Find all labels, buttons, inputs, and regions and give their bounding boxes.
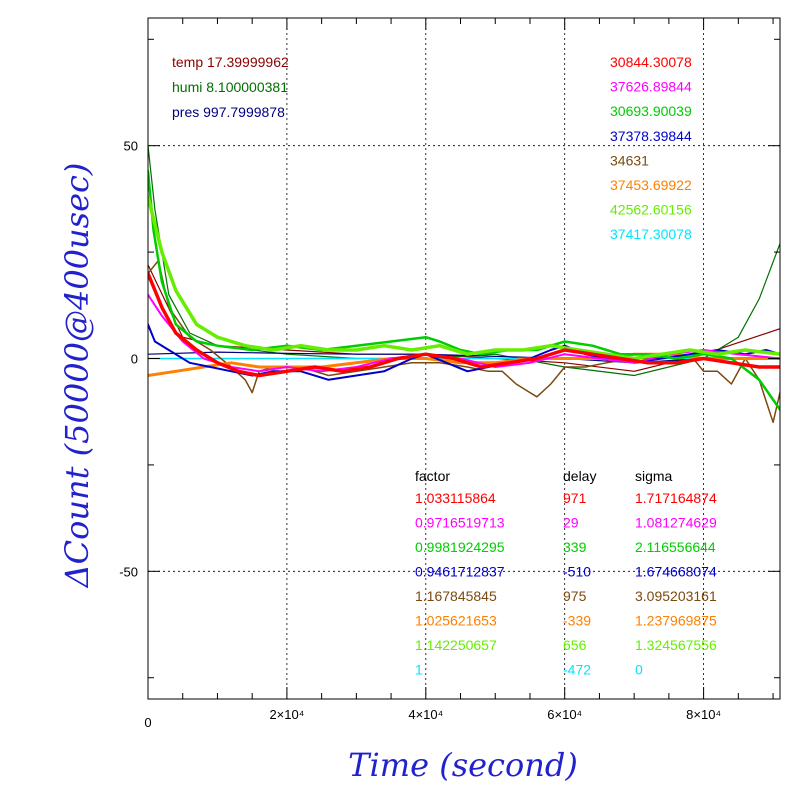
stats-sigma: 1.674668074	[635, 564, 717, 580]
env-label-pres: pres 997.7999878	[172, 104, 285, 120]
stats-factor: 1	[415, 662, 423, 678]
x-axis-title: Time (second)	[348, 746, 578, 784]
stats-delay: -510	[563, 564, 591, 580]
y-tick-label: 0	[131, 352, 138, 367]
x-tick-label: 4×10⁴	[408, 707, 443, 722]
mean-value: 37417.30078	[610, 226, 692, 242]
stats-factor: 1.025621653	[415, 613, 497, 629]
stats-delay: 971	[563, 490, 587, 506]
x-tick-label: 2×10⁴	[269, 707, 304, 722]
stats-table: factor delay sigma 1.033115864 971 1.71716487…	[415, 468, 717, 678]
stats-delay: -472	[563, 662, 591, 678]
stats-header-factor: factor	[415, 468, 450, 484]
x-tick-label: 8×10⁴	[686, 707, 721, 722]
y-axis-title: ΔCount (50000@400usec)	[58, 163, 96, 590]
axis-ticks	[148, 18, 780, 699]
series-line-8	[148, 169, 780, 411]
series-layer	[148, 145, 780, 424]
stats-sigma: 1.081274629	[635, 515, 717, 531]
stats-factor: 0.9461712837	[415, 564, 505, 580]
stats-delay: 29	[563, 515, 579, 531]
mean-value: 42562.60156	[610, 202, 692, 218]
stats-sigma: 1.324567556	[635, 637, 717, 653]
stats-sigma: 1.237969875	[635, 613, 717, 629]
series-line-10	[148, 271, 780, 378]
stats-sigma: 1.717164874	[635, 490, 717, 506]
env-label-temp: temp 17.39999962	[172, 54, 289, 70]
mean-value: 37453.69922	[610, 177, 692, 193]
mean-value: 30844.30078	[610, 54, 692, 70]
stats-factor: 0.9716519713	[415, 515, 505, 531]
stats-sigma: 3.095203161	[635, 588, 717, 604]
mean-value: 37626.89844	[610, 79, 692, 95]
stats-factor: 1.142250657	[415, 637, 497, 653]
mean-value: 34631	[610, 152, 649, 168]
stats-delay: 656	[563, 637, 587, 653]
y-tick-label: 50	[124, 139, 138, 154]
series-line-2	[148, 351, 780, 364]
env-annotations: temp 17.39999962 humi 8.100000381 pres 997…	[172, 54, 289, 120]
stats-header-sigma: sigma	[635, 468, 673, 484]
stats-delay: 975	[563, 588, 587, 604]
series-line-9	[148, 195, 780, 361]
stats-factor: 1.033115864	[415, 490, 496, 506]
stats-factor: 1.167845845	[415, 588, 497, 604]
x-tick-label: 0	[144, 715, 151, 730]
stats-header-delay: delay	[563, 468, 596, 484]
x-tick-label: 6×10⁴	[547, 707, 582, 722]
tick-labels: 0 2×10⁴ 4×10⁴ 6×10⁴ 8×10⁴ 50 0 -50	[119, 139, 721, 730]
stats-delay: -339	[563, 613, 591, 629]
stats-sigma: 2.116556644	[635, 539, 716, 555]
mean-value: 37378.39844	[610, 128, 692, 144]
mean-value: 30693.90039	[610, 103, 692, 119]
stats-delay: 339	[563, 539, 587, 555]
stats-sigma: 0	[635, 662, 643, 678]
y-tick-label: -50	[119, 564, 138, 579]
stats-factor: 0.9981924295	[415, 539, 505, 555]
mean-annotations: 30844.30078 37626.89844 30693.90039 37378.3…	[610, 54, 692, 242]
env-label-humi: humi 8.100000381	[172, 79, 288, 95]
series-line-4	[148, 259, 780, 424]
